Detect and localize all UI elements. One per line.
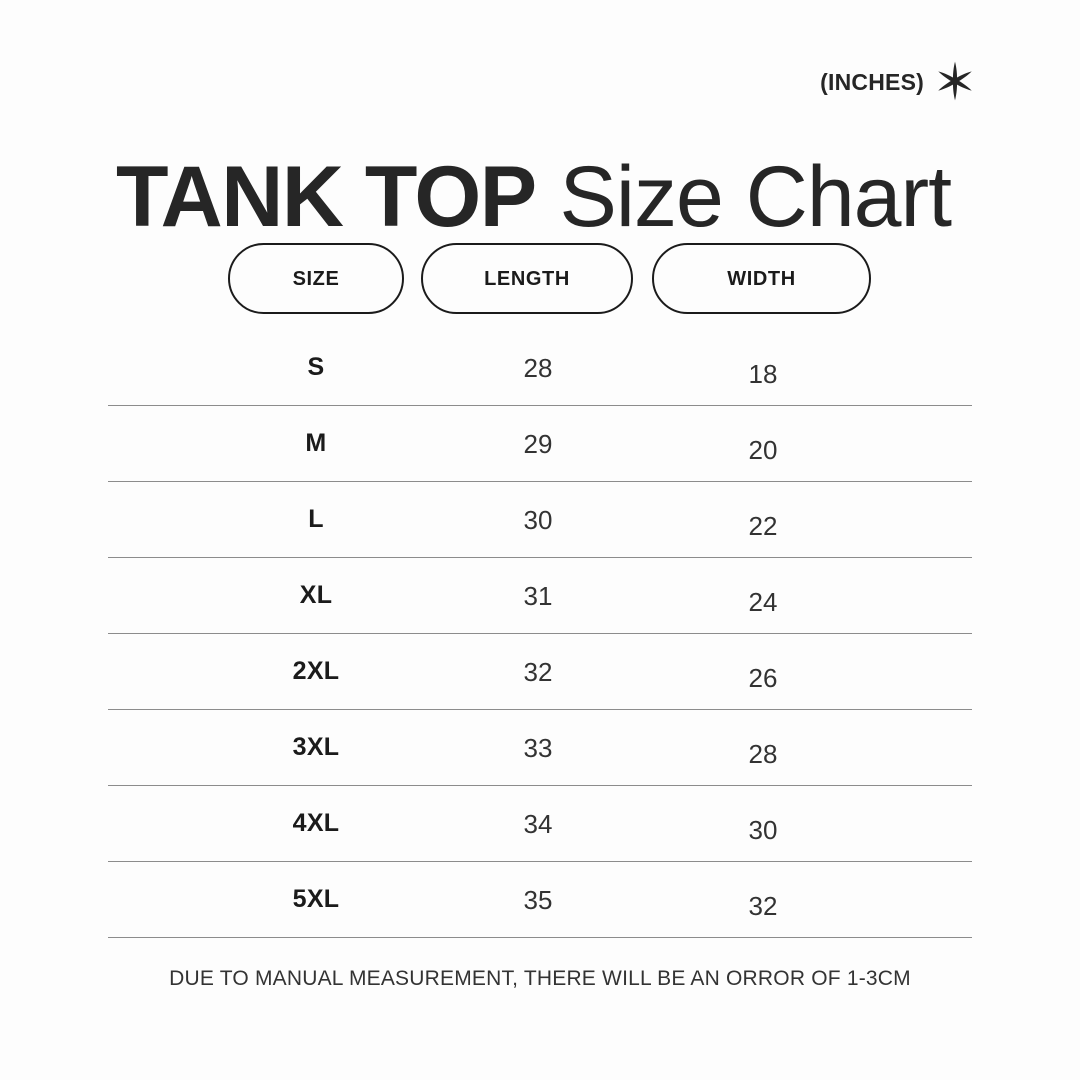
- units-label: (INCHES): [820, 68, 924, 95]
- table-row: L 30 22: [108, 482, 972, 558]
- table-row: 2XL 32 26: [108, 634, 972, 710]
- cell-width: 32: [748, 890, 778, 921]
- cell-width: 22: [748, 510, 778, 541]
- cell-length: 30: [523, 504, 553, 535]
- size-table: S 28 18 M 29 20 L 30 22 XL 31 24 2XL 32 …: [108, 330, 972, 938]
- cell-size: M: [305, 429, 327, 457]
- page-title: TANK TOP Size Chart: [116, 154, 952, 240]
- column-header-size: SIZE: [228, 243, 404, 314]
- column-header-length-label: LENGTH: [484, 267, 570, 290]
- cell-width: 20: [748, 434, 778, 465]
- table-row: 3XL 33 28: [108, 710, 972, 786]
- cell-width: 30: [748, 814, 778, 845]
- cell-size: S: [307, 353, 325, 381]
- cell-size: 4XL: [292, 809, 340, 837]
- table-row: M 29 20: [108, 406, 972, 482]
- cell-size: 3XL: [292, 733, 340, 761]
- cell-length: 31: [523, 580, 553, 611]
- page-title-suffix: Size Chart: [559, 148, 952, 245]
- column-header-size-label: SIZE: [292, 267, 340, 290]
- page-title-product: TANK TOP: [116, 148, 537, 245]
- cell-width: 26: [748, 662, 778, 693]
- cell-length: 32: [523, 656, 553, 687]
- cell-size: L: [308, 505, 324, 533]
- cell-size: 2XL: [292, 657, 340, 685]
- column-header-length: LENGTH: [421, 243, 633, 314]
- cell-width: 28: [748, 738, 778, 769]
- units-indicator: (INCHES): [820, 60, 976, 102]
- cell-length: 29: [523, 428, 553, 459]
- cell-length: 34: [523, 808, 553, 839]
- table-row: 5XL 35 32: [108, 862, 972, 938]
- cell-length: 28: [523, 352, 553, 383]
- column-header-width: WIDTH: [652, 243, 871, 314]
- measurement-disclaimer: DUE TO MANUAL MEASUREMENT, THERE WILL BE…: [169, 967, 911, 990]
- table-header-row: SIZE LENGTH WIDTH: [108, 243, 972, 314]
- cell-size: 5XL: [292, 885, 340, 913]
- column-header-width-label: WIDTH: [727, 267, 796, 290]
- table-row: S 28 18: [108, 330, 972, 406]
- cell-size: XL: [299, 581, 333, 609]
- cell-width: 24: [748, 586, 778, 617]
- cell-length: 35: [523, 884, 553, 915]
- cell-length: 33: [523, 732, 553, 763]
- table-row: XL 31 24: [108, 558, 972, 634]
- asterisk-icon: [934, 60, 976, 102]
- cell-width: 18: [748, 358, 778, 389]
- table-row: 4XL 34 30: [108, 786, 972, 862]
